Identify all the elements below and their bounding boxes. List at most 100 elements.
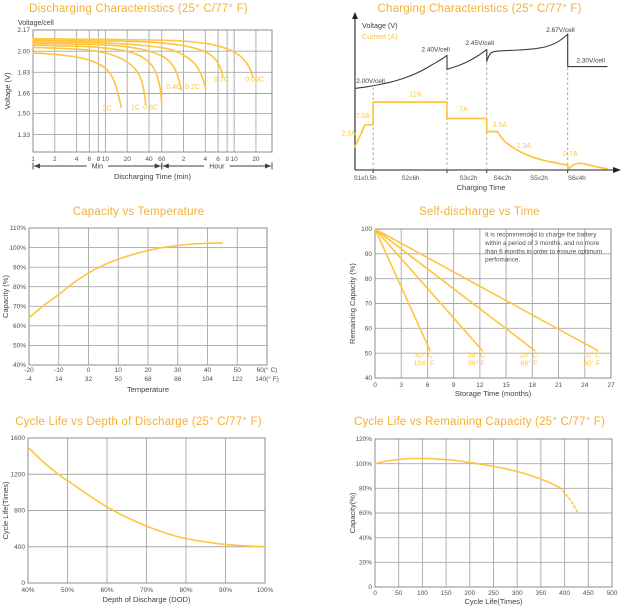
- series-group: [27, 446, 266, 548]
- x-tick-label: 2: [53, 156, 57, 163]
- x-tick-label: 12: [476, 382, 484, 389]
- series-line: [559, 486, 579, 514]
- x-tick-label: 0: [87, 367, 91, 374]
- voltage-label: 2.00V/cell: [356, 78, 385, 85]
- plot-border: [374, 228, 612, 379]
- series-line: [374, 228, 431, 352]
- series-line: [32, 39, 224, 79]
- series-line: [32, 41, 207, 90]
- current-legend-label: Current (A): [362, 32, 398, 41]
- x-tick-label: 450: [583, 590, 594, 597]
- note-line: It is recommended to charge the battery: [485, 232, 597, 239]
- x-tick-label-f: 68: [144, 376, 152, 383]
- cycle-life-vs-dod-chart: Cycle Life vs Depth of Discharge (25° C/…: [0, 410, 315, 616]
- note-line: than 6 months in order to ensure optimum: [485, 248, 602, 255]
- y-tick-label: 110%: [10, 225, 26, 232]
- x-tick-label: 100%: [257, 587, 274, 594]
- x-tick-label: 8: [97, 156, 101, 163]
- series-line: [496, 130, 569, 167]
- plot-border: [28, 227, 268, 366]
- x-tick-label: 9: [452, 382, 456, 389]
- x-tick-label: 4: [75, 156, 79, 163]
- chart-title: Capacity vs Temperature: [72, 206, 205, 218]
- current-label: 0.7A: [563, 151, 578, 158]
- chart-title: Self-discharge vs Time: [419, 206, 540, 218]
- axis-ticks: 1 2 4 6 8 10 20 40 60 2 4 6 8 10 202.172.001.831.661.5…: [17, 27, 260, 163]
- x-tick-label: 150: [441, 590, 452, 597]
- y-axis-title: Capacity (%): [1, 275, 10, 318]
- series-label: 86° F: [468, 360, 485, 368]
- y-tick-label: 120%: [355, 436, 372, 443]
- y-tick-label: 60%: [359, 510, 372, 517]
- y-tick-label: 1.66: [17, 91, 30, 98]
- x-axis-title: Cycle Life(Times): [464, 597, 523, 606]
- x-tick-label: 8: [225, 156, 229, 163]
- y-tick-label: 50: [365, 350, 373, 357]
- stage-label: S3≤2h: [459, 175, 477, 182]
- voltage-label: 2.67V/cell: [546, 27, 575, 34]
- series-label: 0.1C: [214, 77, 229, 84]
- y-axis-title: Cycle Life(Times): [1, 481, 10, 540]
- y-tick-label: 1.33: [17, 132, 30, 139]
- axis-ticks: 0 50 100 150 200 250 300 350 400 450 500 120% 100% 80…: [355, 436, 617, 597]
- x-axis-arrow-icon: [613, 167, 621, 173]
- y-tick-label: 0: [368, 584, 372, 591]
- series-label: 10° C: [583, 351, 601, 359]
- y-tick-label: 100: [361, 226, 372, 233]
- range-label: Hour: [209, 163, 225, 170]
- y-tick-label: 80%: [13, 284, 26, 291]
- series-line: [32, 44, 163, 105]
- y-tick-label: 800: [14, 508, 25, 515]
- x-tick-label: 6: [216, 156, 220, 163]
- x-tick-label: 18: [529, 382, 537, 389]
- current-label: 2.0A: [341, 131, 356, 138]
- charging-plot: Voltage (V) Current (A) 2.00V/cell 2.40V/ce…: [341, 12, 621, 192]
- series-line: [32, 52, 122, 108]
- plot-border: [374, 438, 613, 588]
- y-tick-label: 80%: [359, 486, 372, 493]
- chart-title: Cycle Life vs Remaining Capacity (25° C/…: [353, 416, 606, 428]
- series-label: 2C: [102, 105, 111, 112]
- series-group: [32, 37, 254, 108]
- x-tick-label: 50: [234, 367, 242, 374]
- series-line: [354, 101, 499, 148]
- x-tick-label: 250: [488, 590, 499, 597]
- current-series: [354, 101, 608, 170]
- x-tick-label: 20: [124, 156, 132, 163]
- series-line: [486, 33, 569, 62]
- x-tick-label: 10: [102, 156, 110, 163]
- y-tick-label: 1.50: [17, 111, 30, 118]
- x-tick-label: 0: [373, 382, 377, 389]
- chart-title: Charging Characteristics (25° C/77° F): [377, 3, 582, 15]
- series-line: [374, 457, 561, 489]
- x-tick-label: 20: [144, 367, 152, 374]
- stage-label: S4≤2h: [493, 175, 511, 182]
- x-tick-label: 21: [555, 382, 563, 389]
- x-tick-label: 90%: [219, 587, 232, 594]
- y-tick-label: 40%: [13, 362, 26, 369]
- arrowhead-left-icon: [34, 163, 40, 169]
- y-tick-label: 1200: [11, 471, 26, 478]
- current-label: 7A: [459, 107, 468, 114]
- corner-label: Voltage/cell: [18, 20, 54, 27]
- x-tick-label: 6: [426, 382, 430, 389]
- x-tick-label-f: 140(° F): [255, 375, 279, 383]
- x-tick-label: 1: [31, 156, 35, 163]
- voltage-legend-label: Voltage (V): [362, 21, 398, 30]
- x-tick-label: 15: [502, 382, 510, 389]
- voltage-label: 2.30V/cell: [576, 58, 605, 65]
- series-label: 50° F: [583, 360, 600, 368]
- y-axis-arrow-icon: [352, 12, 358, 19]
- y-tick-label: 50%: [13, 343, 26, 350]
- x-tick-label-f: 50: [115, 376, 123, 383]
- y-tick-label: 1.83: [17, 70, 30, 77]
- y-tick-label: 70%: [13, 303, 26, 310]
- capacity-temperature-plot: -20 -4 -10 14 0 32 10 50 20 68 30 86 40 104 50 122 60(° …: [1, 225, 279, 394]
- stage-label: S6≤4h: [568, 175, 586, 182]
- x-tick-label-f: 32: [85, 376, 93, 383]
- series-label: 0.6C: [143, 105, 158, 112]
- series-label: 68° F: [520, 360, 537, 368]
- x-tick-label: -20: [24, 367, 34, 374]
- self-discharge-plot: It is recommended to charge the batteryw…: [348, 226, 615, 398]
